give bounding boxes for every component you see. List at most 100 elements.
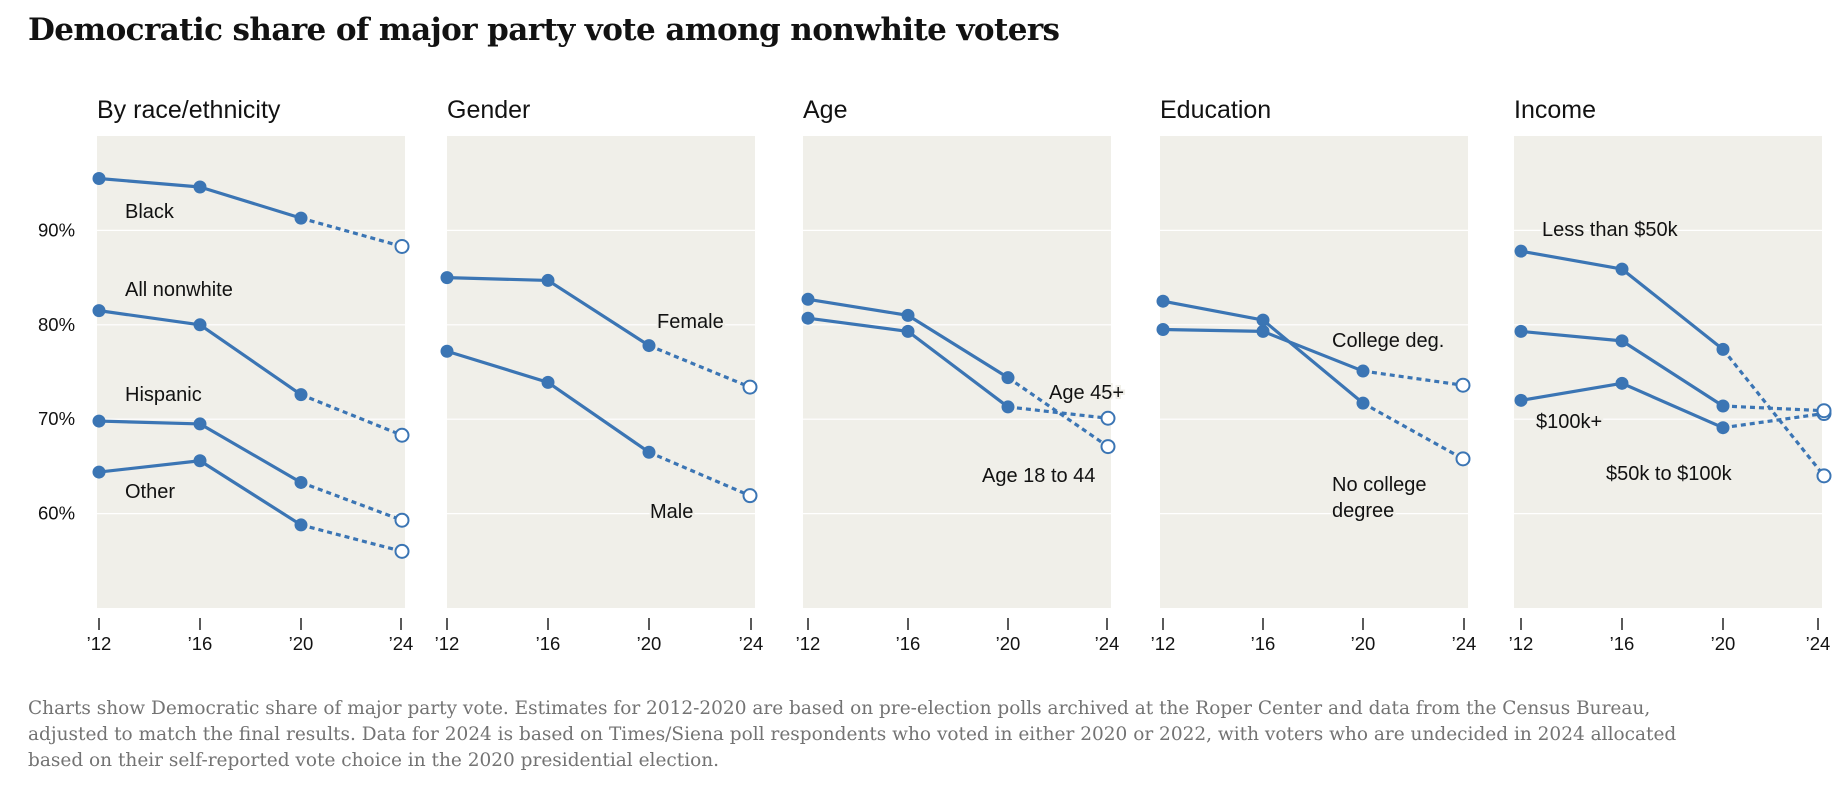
- x-tick-label: ’20: [1351, 633, 1376, 654]
- series-label: Hispanic: [125, 384, 202, 406]
- x-tick-label: ’12: [87, 633, 112, 654]
- chart-note: Charts show Democratic share of major pa…: [28, 696, 1818, 774]
- series-2: [92, 414, 410, 528]
- series-2: [1514, 324, 1832, 419]
- series-label: Female: [657, 311, 724, 333]
- y-tick-label: 70%: [38, 408, 75, 429]
- series-projection-line: [300, 393, 403, 437]
- x-tick-label: ’20: [1711, 633, 1736, 654]
- data-point: [440, 344, 454, 358]
- data-point: [1514, 324, 1528, 338]
- data-point: [1001, 371, 1015, 385]
- data-point: [541, 273, 555, 287]
- data-point-2024: [394, 427, 410, 443]
- x-tick-label: ’12: [1151, 633, 1176, 654]
- series-0: [1514, 244, 1832, 484]
- panel-background: [1160, 136, 1468, 608]
- series-label: Age 18 to 44: [982, 465, 1095, 487]
- data-point: [1716, 421, 1730, 435]
- panel-0: By race/ethnicity 90% 80% 70% 60% ’12 ’16 ’20 ’2…: [38, 96, 413, 654]
- data-point: [1256, 324, 1270, 338]
- data-point: [440, 271, 454, 285]
- data-point: [1615, 334, 1629, 348]
- data-point: [541, 375, 555, 389]
- x-tick-label: ’24: [1095, 633, 1120, 654]
- series-projection-line: [1362, 401, 1464, 461]
- x-tick-label: ’16: [536, 633, 561, 654]
- note-line: Charts show Democratic share of major pa…: [28, 698, 1651, 719]
- series-label: Other: [125, 481, 175, 503]
- data-point-2024: [394, 512, 410, 528]
- x-tick-label: ’20: [637, 633, 662, 654]
- x-tick-label: ’16: [1251, 633, 1276, 654]
- data-point: [642, 445, 656, 459]
- x-tick-label: ’20: [289, 633, 314, 654]
- data-point-2024: [1816, 403, 1832, 419]
- series-0: [1156, 323, 1471, 393]
- x-tick-label: ’24: [389, 633, 414, 654]
- series-projection-line: [1007, 376, 1109, 448]
- x-tick-label: ’12: [435, 633, 460, 654]
- x-tick-label: ’12: [796, 633, 821, 654]
- panel-title: Income: [1514, 96, 1596, 124]
- data-point-2024: [1100, 410, 1116, 426]
- x-tick-label: ’24: [739, 633, 764, 654]
- series-label: Black: [125, 201, 175, 223]
- series-projection-line: [648, 344, 751, 389]
- series-3: [92, 454, 410, 559]
- data-point-2024: [1100, 439, 1116, 455]
- data-point: [801, 292, 815, 306]
- series-label: Less than $50k: [1542, 219, 1679, 241]
- data-point: [1356, 396, 1370, 410]
- panel-title: Education: [1160, 96, 1271, 124]
- data-point: [1514, 244, 1528, 258]
- series-label: No college degree: [1332, 474, 1427, 522]
- data-point: [193, 454, 207, 468]
- x-tick-label: ’20: [996, 633, 1021, 654]
- series-0: [801, 292, 1116, 455]
- series-1: [440, 344, 758, 504]
- data-point-2024: [1816, 468, 1832, 484]
- data-point: [1615, 262, 1629, 276]
- data-point: [294, 475, 308, 489]
- chart-title: Democratic share of major party vote amo…: [28, 12, 1060, 48]
- data-point-2024: [394, 543, 410, 559]
- data-point-2024: [1455, 377, 1471, 393]
- panel-title: Age: [803, 96, 847, 124]
- x-tick-label: ’24: [1452, 633, 1477, 654]
- x-tick-label: ’16: [1610, 633, 1635, 654]
- panel-title: Gender: [447, 96, 530, 124]
- x-tick-label: ’16: [188, 633, 213, 654]
- series-label: Male: [650, 501, 693, 523]
- data-point: [193, 180, 207, 194]
- data-point: [294, 388, 308, 402]
- panel-background: [803, 136, 1111, 608]
- x-tick-label: ’24: [1806, 633, 1831, 654]
- data-point: [901, 308, 915, 322]
- small-multiple-line-charts: By race/ethnicity 90% 80% 70% 60% ’12 ’16 ’20 ’2…: [38, 96, 1832, 654]
- series-1: [1156, 294, 1471, 467]
- series-label: $50k to $100k: [1606, 463, 1733, 485]
- panel-1: Gender ’12 ’16 ’20 ’24 Female Male: [435, 96, 764, 654]
- data-point: [193, 318, 207, 332]
- series-projection-line: [648, 450, 751, 498]
- x-tick-label: ’16: [896, 633, 921, 654]
- data-point: [1615, 376, 1629, 390]
- data-point: [1356, 364, 1370, 378]
- series-0: [92, 171, 410, 254]
- data-point: [642, 339, 656, 353]
- data-point: [92, 171, 106, 185]
- y-tick-label: 90%: [38, 219, 75, 240]
- note-line: based on their self-reported vote choice…: [28, 750, 720, 771]
- data-point-2024: [394, 238, 410, 254]
- panel-background: [447, 136, 755, 608]
- data-point: [1514, 393, 1528, 407]
- panel-2: Age ’12 ’16 ’20 ’24 Age 45+ Age 18 to 44: [796, 96, 1126, 654]
- data-point: [92, 414, 106, 428]
- data-point: [294, 211, 308, 225]
- series-label: All nonwhite: [125, 279, 233, 301]
- data-point: [1716, 399, 1730, 413]
- data-point: [1256, 313, 1270, 327]
- panel-title: By race/ethnicity: [97, 96, 281, 124]
- data-point: [92, 465, 106, 479]
